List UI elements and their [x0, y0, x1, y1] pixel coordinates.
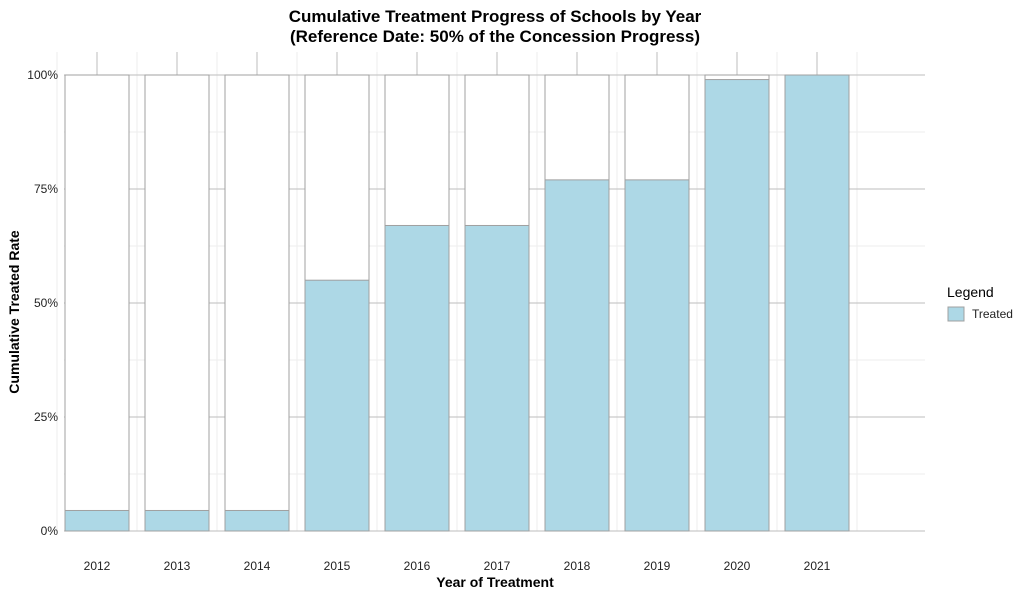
bar-treated-2016 — [384, 224, 450, 532]
chart-subtitle: (Reference Date: 50% of the Concession P… — [290, 27, 700, 46]
tick-labels: 0% 25% 50% 75% 100% 2012 2013 2014 2015 2016 2017 2… — [27, 68, 830, 573]
y-tick-label: 0% — [41, 524, 59, 538]
x-axis-title: Year of Treatment — [436, 574, 554, 590]
x-tick-label: 2014 — [244, 559, 271, 573]
x-tick-label: 2021 — [804, 559, 831, 573]
bar-background-2012 — [64, 74, 130, 532]
bar-treated-2015 — [304, 279, 370, 532]
x-tick-label: 2012 — [84, 559, 111, 573]
y-tick-label: 75% — [34, 182, 58, 196]
bar-treated-2021 — [784, 74, 850, 532]
bar-treated-2017 — [464, 224, 530, 532]
y-tick-label: 50% — [34, 296, 58, 310]
legend: Legend Treated — [947, 284, 1013, 322]
bar-treated-2014 — [224, 509, 290, 532]
legend-label-treated: Treated — [972, 307, 1013, 321]
bar-treated-2013 — [144, 509, 210, 532]
bar-treated-2020 — [704, 79, 770, 532]
bar-background-2014 — [224, 74, 290, 532]
chart-title: Cumulative Treatment Progress of Schools… — [289, 7, 702, 26]
x-tick-label: 2013 — [164, 559, 191, 573]
x-tick-label: 2015 — [324, 559, 351, 573]
y-tick-label: 25% — [34, 410, 58, 424]
bars — [64, 74, 850, 532]
bar-background-2013 — [144, 74, 210, 532]
x-tick-label: 2018 — [564, 559, 591, 573]
x-tick-label: 2016 — [404, 559, 431, 573]
x-tick-label: 2017 — [484, 559, 511, 573]
bar-treated-2019 — [624, 179, 690, 532]
legend-swatch-treated — [947, 306, 965, 322]
legend-title: Legend — [947, 284, 994, 300]
x-tick-label: 2019 — [644, 559, 671, 573]
y-axis-title: Cumulative Treated Rate — [6, 230, 22, 394]
y-tick-label: 100% — [27, 68, 58, 82]
bar-treated-2012 — [64, 509, 130, 532]
bar-treated-2018 — [544, 179, 610, 532]
x-tick-label: 2020 — [724, 559, 751, 573]
